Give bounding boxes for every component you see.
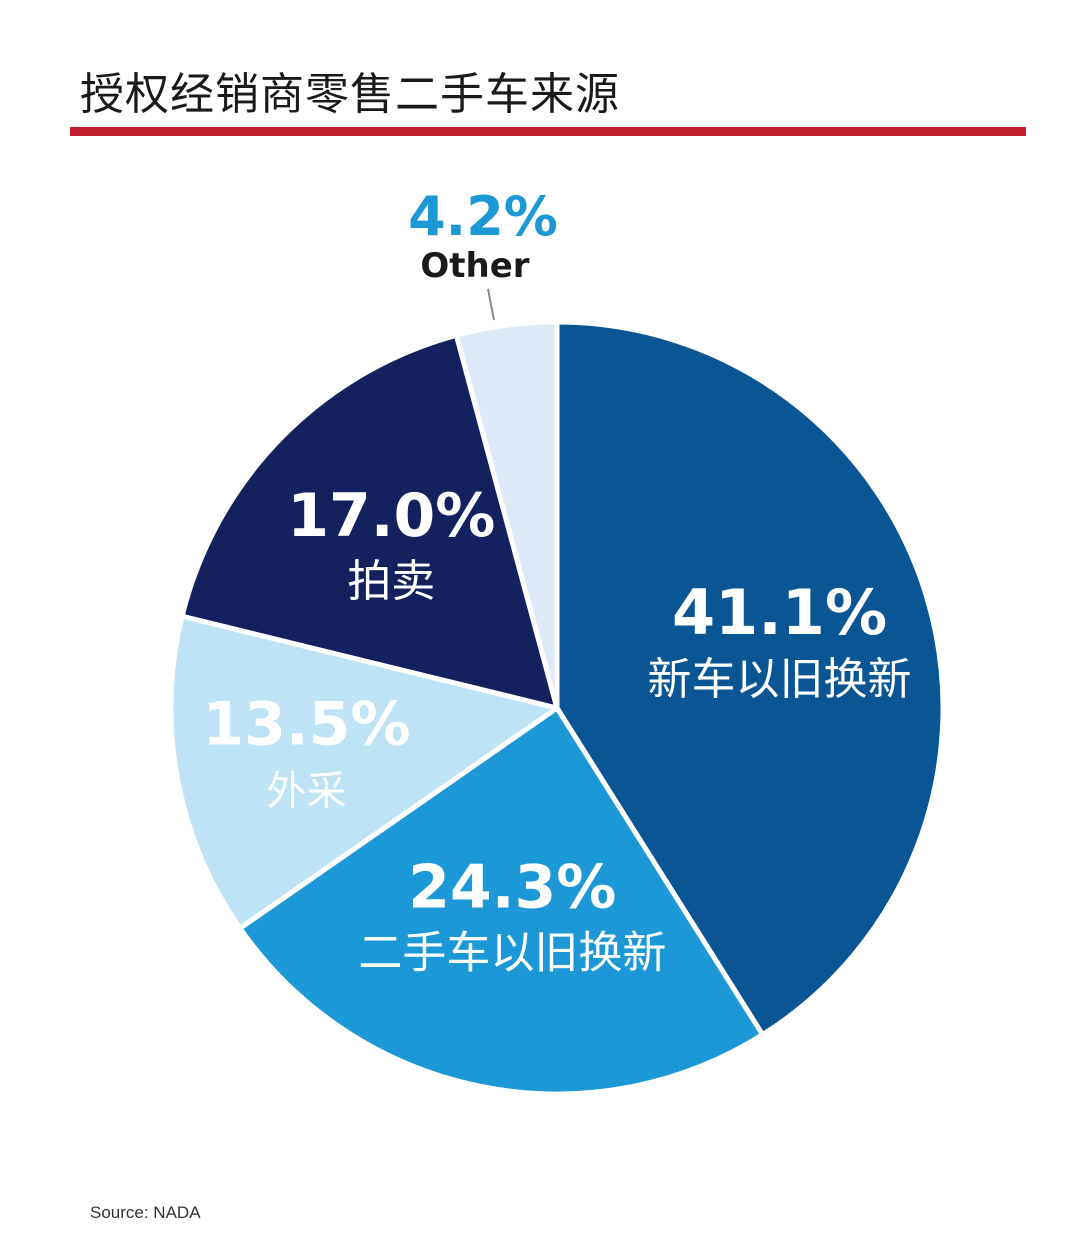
slice-value-3: 13.5% — [202, 690, 410, 760]
pie-slice-3 — [168, 613, 560, 931]
pie-slice-5 — [453, 319, 560, 711]
pie-slice-1 — [554, 319, 946, 1038]
pie-slice-2 — [237, 705, 766, 1097]
slice-label-4: 拍卖 — [347, 556, 435, 607]
pie-slice-4 — [179, 332, 560, 711]
leader-line-other — [487, 288, 495, 321]
slice-label-2: 二手车以旧换新 — [358, 927, 666, 978]
slice-label-5: Other — [420, 246, 529, 286]
source-note: Source: NADA — [90, 1203, 201, 1222]
chart-title: 授权经销商零售二手车来源 — [80, 69, 620, 120]
slice-label-1: 新车以旧换新 — [648, 654, 912, 705]
slice-label-3: 外采 — [267, 769, 347, 815]
slice-value-5: 4.2% — [408, 185, 558, 248]
slice-value-4: 17.0% — [287, 481, 495, 551]
slice-value-1: 41.1% — [672, 576, 887, 649]
title-rule — [70, 127, 1026, 136]
slice-value-2: 24.3% — [408, 852, 616, 922]
